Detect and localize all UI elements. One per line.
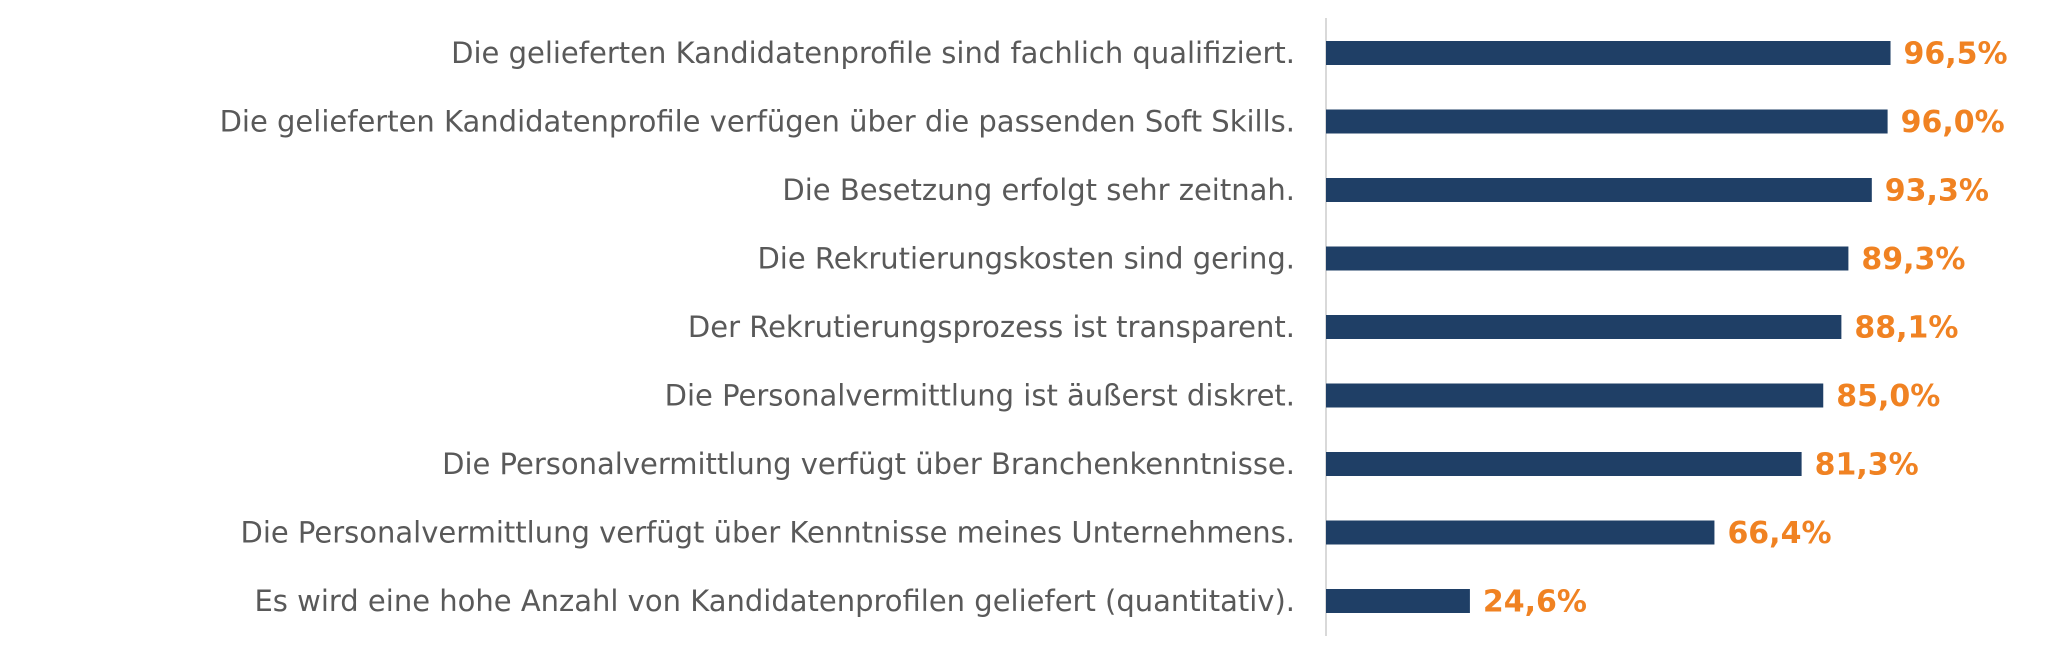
bar bbox=[1326, 383, 1824, 408]
value-label: 66,4% bbox=[1727, 516, 1831, 551]
bars-layer: Die gelieferten Kandidatenprofile sind f… bbox=[220, 36, 2008, 620]
bar bbox=[1326, 589, 1470, 613]
value-label: 93,3% bbox=[1885, 174, 1989, 209]
bar bbox=[1326, 109, 1888, 134]
value-label: 24,6% bbox=[1483, 585, 1587, 620]
category-label: Der Rekrutierungsprozess ist transparent… bbox=[688, 310, 1295, 344]
category-label: Die Personalvermittlung verfügt über Bra… bbox=[442, 447, 1295, 481]
value-label: 89,3% bbox=[1861, 242, 1965, 277]
value-label: 96,0% bbox=[1901, 105, 2005, 140]
category-label: Die gelieferten Kandidatenprofile sind f… bbox=[451, 36, 1295, 70]
value-label: 85,0% bbox=[1836, 379, 1940, 414]
category-label: Die gelieferten Kandidatenprofile verfüg… bbox=[220, 105, 1295, 139]
category-label: Es wird eine hohe Anzahl von Kandidatenp… bbox=[254, 584, 1295, 618]
category-label: Die Rekrutierungskosten sind gering. bbox=[757, 242, 1295, 276]
bar bbox=[1326, 520, 1715, 545]
value-label: 88,1% bbox=[1854, 311, 1958, 346]
category-label: Die Personalvermittlung ist äußerst disk… bbox=[665, 379, 1295, 413]
bar bbox=[1326, 41, 1891, 65]
bar bbox=[1326, 178, 1872, 202]
value-label: 96,5% bbox=[1904, 37, 2008, 72]
bar bbox=[1326, 452, 1802, 476]
bar bbox=[1326, 315, 1842, 339]
category-label: Die Besetzung erfolgt sehr zeitnah. bbox=[782, 173, 1295, 207]
category-label: Die Personalvermittlung verfügt über Ken… bbox=[240, 516, 1295, 550]
value-label: 81,3% bbox=[1815, 448, 1919, 483]
bar bbox=[1326, 246, 1849, 271]
